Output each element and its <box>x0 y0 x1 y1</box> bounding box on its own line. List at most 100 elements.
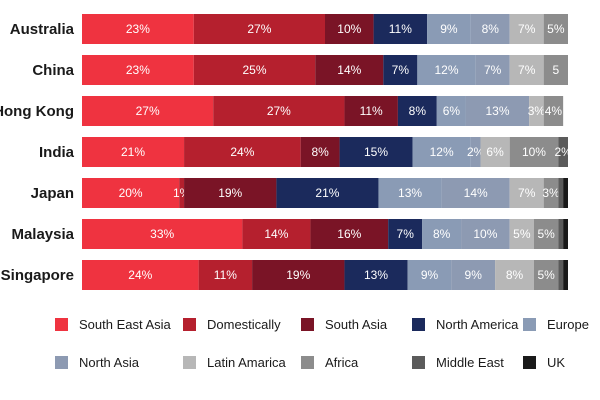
bar-japan-south-east-asia <box>82 178 180 208</box>
bar-hong-kong-europe <box>436 96 466 126</box>
data-label-singapore-north-asia: 9% <box>465 268 483 282</box>
data-label-malaysia-africa: 5% <box>537 227 555 241</box>
bar-singapore-north-america <box>344 260 408 290</box>
data-label-australia-south-east-asia: 23% <box>126 22 150 36</box>
bar-malaysia-north-asia <box>461 219 510 249</box>
category-label-india: India <box>39 144 75 161</box>
data-label-china-north-asia: 7% <box>484 63 502 77</box>
bar-japan-north-america <box>276 178 379 208</box>
legend-swatch-latin-amarica <box>183 356 196 369</box>
bar-hong-kong-africa <box>543 96 564 126</box>
data-label-hong-kong-south-asia: 11% <box>360 104 383 118</box>
bar-malaysia-europe <box>422 219 462 249</box>
bar-australia-south-asia <box>325 14 374 44</box>
bar-japan-latin-amarica <box>509 178 544 208</box>
bar-singapore-europe <box>407 260 452 290</box>
bar-malaysia-uk <box>563 219 568 249</box>
bar-hong-kong-south-asia <box>344 96 398 126</box>
data-label-india-europe: 12% <box>430 145 454 159</box>
data-label-china-latin-amarica: 7% <box>518 63 536 77</box>
data-label-hong-kong-north-asia: 13% <box>486 104 510 118</box>
bar-malaysia-south-east-asia <box>82 219 243 249</box>
bar-singapore-middle-east <box>558 260 564 290</box>
legend: South East Asia Domestically South Asia Nor… <box>55 317 589 370</box>
category-label-japan: Japan <box>31 185 74 202</box>
category-labels: Australia China Hong Kong India Japan Malaysi… <box>0 21 75 284</box>
legend-swatch-south-east-asia <box>55 318 68 331</box>
bar-australia-north-asia <box>470 14 510 44</box>
bar-india-middle-east <box>558 137 568 167</box>
data-label-australia-south-asia: 10% <box>337 22 361 36</box>
bar-japan-uk <box>563 178 568 208</box>
bar-india-domestically <box>184 137 301 167</box>
bar-china-africa <box>543 55 568 85</box>
legend-swatch-domestically <box>183 318 196 331</box>
data-label-india-south-asia: 8% <box>311 145 329 159</box>
category-label-malaysia: Malaysia <box>11 226 74 243</box>
data-label-australia-latin-amarica: 7% <box>518 22 536 36</box>
bar-china-south-asia <box>315 55 384 85</box>
data-label-singapore-south-asia: 19% <box>286 268 310 282</box>
legend-label-europe: Europe <box>547 317 589 332</box>
bar-hong-kong-south-east-asia <box>82 96 214 126</box>
data-label-australia-domestically: 27% <box>247 22 271 36</box>
data-label-japan-africa: 3% <box>542 186 560 200</box>
bar-australia-domestically <box>193 14 325 44</box>
category-label-australia: Australia <box>10 21 75 38</box>
bar-japan-europe <box>378 178 442 208</box>
bar-australia-north-america <box>373 14 428 44</box>
data-label-japan-north-asia: 14% <box>464 186 488 200</box>
legend-swatch-africa <box>301 356 314 369</box>
legend-label-africa: Africa <box>325 355 359 370</box>
data-label-malaysia-north-america: 7% <box>397 227 415 241</box>
legend-swatch-south-asia <box>301 318 314 331</box>
bar-malaysia-middle-east <box>558 219 564 249</box>
legend-label-uk: UK <box>547 355 565 370</box>
data-label-china-north-america: 7% <box>392 63 410 77</box>
bar-australia-africa <box>543 14 568 44</box>
bar-australia-latin-amarica <box>509 14 544 44</box>
bar-singapore-domestically <box>198 260 253 290</box>
data-label-malaysia-latin-amarica: 5% <box>513 227 531 241</box>
bar-japan-south-asia <box>184 178 277 208</box>
legend-label-north-asia: North Asia <box>79 355 140 370</box>
bar-india-latin-amarica <box>480 137 510 167</box>
bar-china-latin-amarica <box>509 55 544 85</box>
bar-malaysia-latin-amarica <box>509 219 534 249</box>
data-label-india-latin-amarica: 6% <box>486 145 504 159</box>
bar-china-domestically <box>193 55 316 85</box>
data-label-china-south-east-asia: 23% <box>126 63 150 77</box>
bar-china-north-asia <box>475 55 510 85</box>
data-label-singapore-south-east-asia: 24% <box>128 268 152 282</box>
data-label-japan-south-east-asia: 20% <box>119 186 143 200</box>
bar-singapore-latin-amarica <box>495 260 534 290</box>
data-label-china-africa: 5 <box>553 63 560 77</box>
bar-india-africa <box>509 137 559 167</box>
data-label-australia-north-america: 11% <box>389 22 412 36</box>
legend-label-middle-east: Middle East <box>436 355 504 370</box>
legend-swatch-middle-east <box>412 356 425 369</box>
bar-singapore-uk <box>563 260 568 290</box>
data-label-india-north-america: 15% <box>364 145 388 159</box>
data-label-india-north-asia: 2% <box>467 145 485 159</box>
bar-singapore-africa <box>533 260 559 290</box>
bar-hong-kong-latin-amarica <box>529 96 544 126</box>
bar-hong-kong-domestically <box>213 96 345 126</box>
legend-label-domestically: Domestically <box>207 317 281 332</box>
data-label-singapore-north-america: 13% <box>364 268 388 282</box>
data-label-india-africa: 10% <box>522 145 546 159</box>
bar-hong-kong-north-america <box>397 96 437 126</box>
data-label-china-domestically: 25% <box>243 63 267 77</box>
bar-india-north-america <box>339 137 413 167</box>
bar-japan-middle-east <box>558 178 564 208</box>
bar-india-south-east-asia <box>82 137 185 167</box>
data-label-malaysia-domestically: 14% <box>264 227 288 241</box>
bar-malaysia-domestically <box>242 219 311 249</box>
legend-label-south-asia: South Asia <box>325 317 388 332</box>
legend-label-south-east-asia: South East Asia <box>79 317 172 332</box>
legend-swatch-north-america <box>412 318 425 331</box>
bar-singapore-south-asia <box>252 260 345 290</box>
legend-swatch-north-asia <box>55 356 68 369</box>
bar-australia-europe <box>427 14 471 44</box>
